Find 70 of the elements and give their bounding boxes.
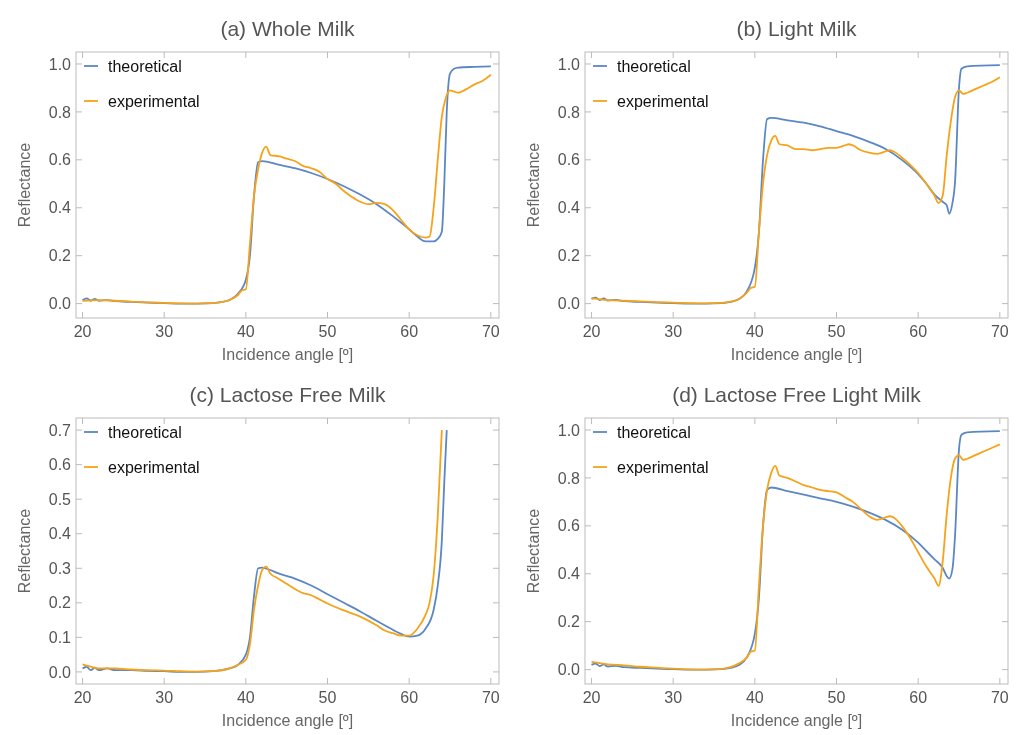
y-tick-label: 0.4 — [557, 565, 581, 583]
y-tick-label: 1.0 — [557, 55, 581, 73]
x-tick-label: 60 — [400, 689, 419, 706]
x-axis-title: Incidence angle [º] — [221, 712, 354, 729]
x-axis-title: Incidence angle [º] — [221, 346, 354, 363]
y-tick-label: 0.2 — [557, 247, 581, 265]
y-tick-label: 0.2 — [48, 594, 72, 612]
x-tick-label: 60 — [909, 689, 928, 706]
y-tick-label: 0.7 — [48, 421, 72, 439]
y-tick-label: 0.0 — [557, 295, 581, 313]
y-tick-label: 0.6 — [48, 151, 72, 169]
x-tick-label: 70 — [481, 689, 500, 706]
x-tick-label: 40 — [745, 323, 764, 340]
x-tick-label: 30 — [155, 323, 174, 340]
x-tick-label: 30 — [155, 689, 174, 706]
x-tick-label: 50 — [318, 323, 337, 340]
legend-label: theoretical — [108, 57, 182, 75]
chart-title: (c) Lactose Free Milk — [189, 383, 387, 406]
x-tick-label: 40 — [745, 689, 764, 706]
x-tick-label: 20 — [582, 689, 601, 706]
y-axis-title: Reflectance — [16, 142, 33, 228]
x-tick-label: 60 — [400, 323, 419, 340]
chart-title: (a) Whole Milk — [220, 17, 356, 40]
x-axis-title: Incidence angle [º] — [730, 346, 863, 363]
chart-title: (d) Lactose Free Light Milk — [672, 383, 922, 406]
y-tick-label: 0.1 — [48, 628, 72, 646]
x-tick-label: 50 — [827, 689, 846, 706]
x-tick-label: 20 — [73, 323, 92, 340]
x-tick-label: 20 — [582, 323, 601, 340]
legend-label: theoretical — [617, 57, 691, 75]
y-axis-title: Reflectance — [16, 508, 33, 594]
x-tick-label: 50 — [318, 689, 337, 706]
y-axis-title: Reflectance — [525, 142, 542, 228]
y-tick-label: 1.0 — [48, 55, 72, 73]
y-tick-label: 0.5 — [48, 490, 72, 508]
x-tick-label: 30 — [664, 689, 683, 706]
legend-label: experimental — [617, 458, 709, 476]
y-tick-label: 0.4 — [48, 525, 72, 543]
y-tick-label: 0.4 — [557, 199, 581, 217]
y-axis-title: Reflectance — [525, 508, 542, 594]
x-tick-label: 20 — [73, 689, 92, 706]
x-tick-label: 70 — [990, 689, 1009, 706]
x-tick-label: 60 — [909, 323, 928, 340]
x-tick-label: 70 — [990, 323, 1009, 340]
legend-label: theoretical — [108, 423, 182, 441]
legend-label: experimental — [108, 458, 200, 476]
y-tick-label: 0.6 — [557, 517, 581, 535]
y-tick-label: 0.0 — [48, 663, 72, 681]
x-axis-title: Incidence angle [º] — [730, 712, 863, 729]
y-tick-label: 0.0 — [557, 661, 581, 679]
y-tick-label: 0.2 — [48, 247, 72, 265]
y-tick-label: 0.2 — [557, 613, 581, 631]
x-tick-label: 30 — [664, 323, 683, 340]
chart-title: (b) Light Milk — [736, 17, 858, 40]
legend-label: experimental — [108, 92, 200, 110]
y-tick-label: 0.6 — [557, 151, 581, 169]
y-tick-label: 0.8 — [48, 103, 72, 121]
legend-label: theoretical — [617, 423, 691, 441]
y-tick-label: 0.8 — [557, 103, 581, 121]
x-tick-label: 50 — [827, 323, 846, 340]
y-tick-label: 0.4 — [48, 199, 72, 217]
x-tick-label: 40 — [236, 323, 255, 340]
y-tick-label: 0.3 — [48, 559, 72, 577]
y-tick-label: 0.6 — [48, 456, 72, 474]
x-tick-label: 70 — [481, 323, 500, 340]
legend-label: experimental — [617, 92, 709, 110]
y-tick-label: 0.8 — [557, 469, 581, 487]
x-tick-label: 40 — [236, 689, 255, 706]
y-tick-label: 0.0 — [48, 295, 72, 313]
y-tick-label: 1.0 — [557, 421, 581, 439]
